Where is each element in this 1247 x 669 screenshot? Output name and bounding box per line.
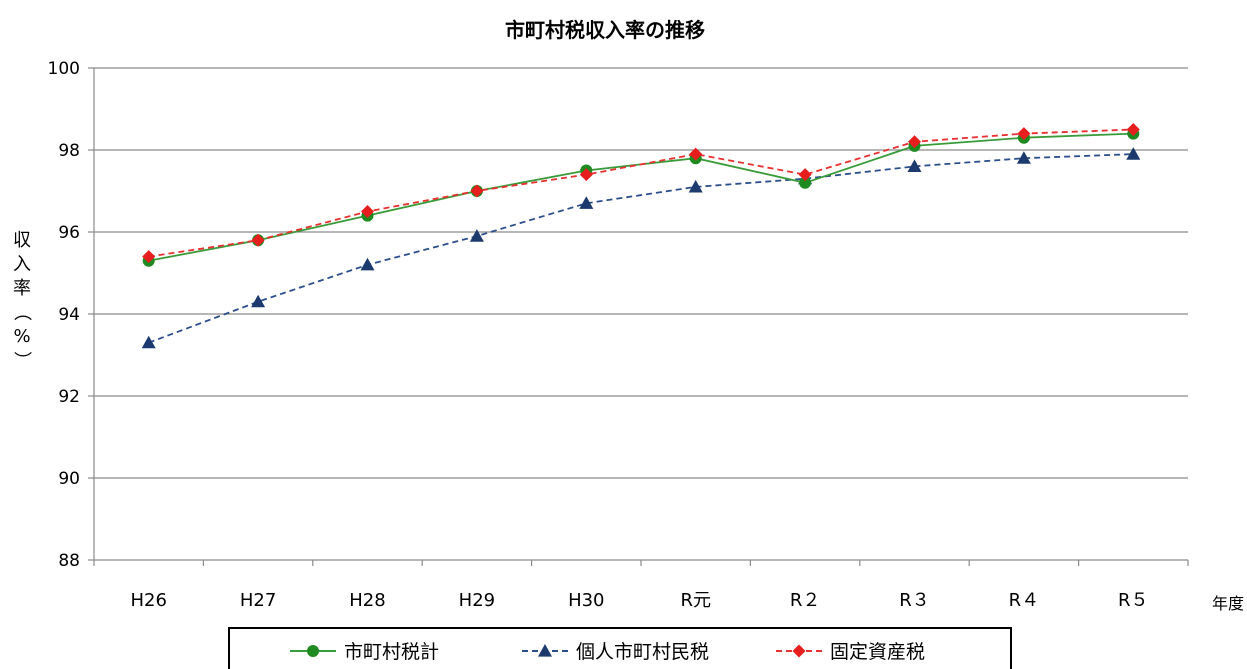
data-point [141,335,156,349]
series-line [148,132,1134,262]
series-group [141,123,1141,349]
data-point [907,159,922,172]
data-point [799,176,812,189]
data-point [251,233,265,247]
x-tick-label: R２ [790,590,821,611]
x-tick-label: R５ [1118,590,1149,611]
data-point [361,205,374,218]
x-tick-label: R３ [899,590,930,611]
y-tick-labels: 88 90 92 94 96 98 100 [48,59,80,571]
data-point [1017,127,1031,141]
y-axis-label: 収入率 （% ） [11,230,32,369]
data-point [792,644,806,658]
x-axis-label: 年度 [1212,594,1244,613]
data-point [1016,151,1031,164]
data-point [251,294,266,308]
y-axis-label-char: 収 [13,230,31,251]
x-tick-label: H28 [349,590,385,611]
x-tick-label: H30 [568,590,604,611]
y-axis-label-char: % [13,326,30,347]
chart-title: 市町村税収入率の推移 [505,18,705,42]
series-3 [142,123,1140,264]
data-point [469,229,484,242]
y-tick-label: 88 [58,551,80,571]
series-2 [141,147,1141,349]
y-tick-label: 90 [58,469,80,489]
data-point [142,250,156,264]
series-line [148,153,1134,344]
series-line [148,128,1134,258]
data-point [470,184,484,198]
data-point [689,147,703,161]
legend-entry: 固定資産税 [776,641,925,663]
x-tick-label: H27 [240,590,276,611]
series-1 [142,127,1140,267]
data-point [798,168,812,182]
x-tick-label: H26 [130,590,166,611]
legend-entry: 市町村税計 [290,641,439,663]
y-tick-label: 94 [58,305,80,325]
data-point [579,196,594,209]
x-tick-labels: H26 H27 H28 H29 H30 R元 R２ R３ R４ R５ [130,590,1148,611]
y-tick-label: 92 [58,387,80,407]
legend-label: 固定資産税 [830,641,925,663]
y-tick-label: 98 [58,141,80,161]
data-point [908,135,921,149]
y-axis-label-char: ） [11,351,32,369]
legend-label: 個人市町村民税 [576,641,709,663]
axes [88,67,1189,566]
x-tick-label: R４ [1009,590,1040,611]
legend-box [228,627,1012,669]
data-point [307,645,319,657]
gridlines [94,67,1188,479]
y-tick-label: 96 [58,223,80,243]
y-axis-label-char: 入 [13,254,31,275]
y-tick-label: 100 [48,59,80,79]
data-point [579,168,593,182]
data-point [688,179,703,193]
data-point [360,257,375,271]
x-tick-label: R元 [680,590,711,611]
y-axis-label-char: （ [11,303,32,321]
x-tick-label: H29 [459,590,495,611]
data-point [1126,147,1141,160]
legend: 市町村税計 個人市町村民税 固定資産税 [228,627,1012,669]
legend-entry: 個人市町村民税 [522,641,709,663]
data-point [1126,123,1140,136]
legend-label: 市町村税計 [344,641,439,663]
data-point [538,644,552,657]
y-axis-label-char: 率 [13,278,31,299]
